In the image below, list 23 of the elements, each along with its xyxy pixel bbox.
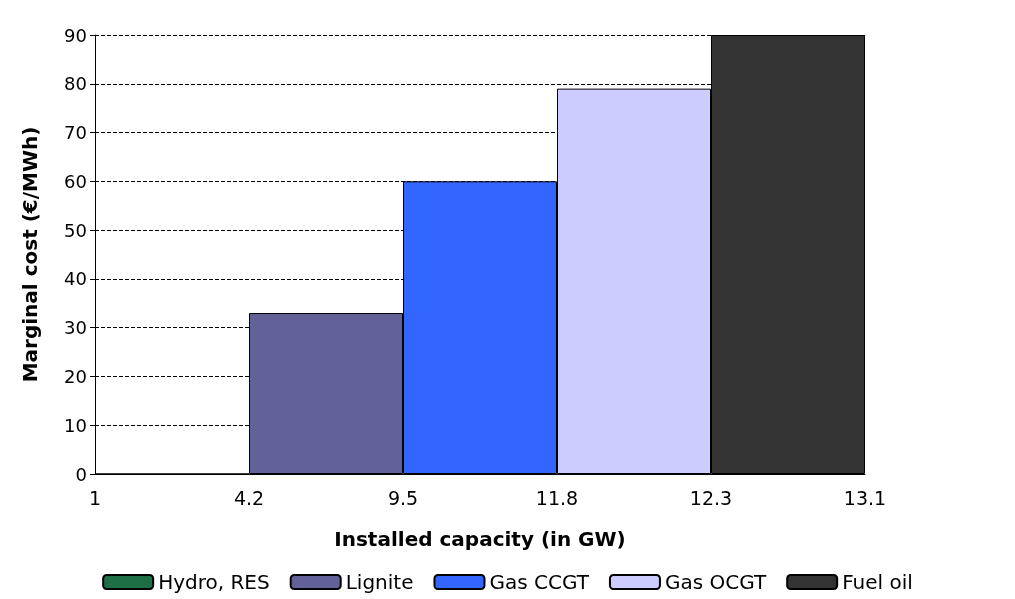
y-tick-label: 70 bbox=[64, 122, 87, 144]
x-tick-label: 9.5 bbox=[387, 486, 419, 509]
y-tick-label: 40 bbox=[64, 268, 87, 290]
legend-label: Hydro, RES bbox=[158, 570, 270, 594]
x-tick-label: 1 bbox=[88, 486, 102, 509]
x-axis-title: Installed capacity (in GW) bbox=[334, 527, 626, 551]
y-tick-label: 0 bbox=[75, 463, 87, 485]
y-tick-label: 80 bbox=[64, 73, 87, 95]
y-tick-label: 30 bbox=[64, 317, 87, 339]
y-tick-label: 50 bbox=[64, 219, 87, 241]
x-tick-label: 12.3 bbox=[689, 486, 733, 509]
legend-label: Fuel oil bbox=[842, 570, 913, 594]
x-tick-label: 13.1 bbox=[843, 486, 887, 509]
legend-label: Lignite bbox=[345, 570, 414, 594]
x-tick-label: 11.8 bbox=[535, 486, 579, 509]
x-tick-label: 4.2 bbox=[233, 486, 265, 509]
y-tick-label: 20 bbox=[64, 365, 87, 387]
y-tick-label: 10 bbox=[64, 414, 87, 436]
legend-label: Gas OCGT bbox=[664, 570, 767, 594]
y-axis-title: Marginal cost (€/MWh) bbox=[18, 126, 42, 383]
y-tick-label: 60 bbox=[64, 170, 87, 192]
legend-label: Gas CCGT bbox=[489, 570, 590, 594]
y-tick-label: 90 bbox=[64, 24, 87, 46]
